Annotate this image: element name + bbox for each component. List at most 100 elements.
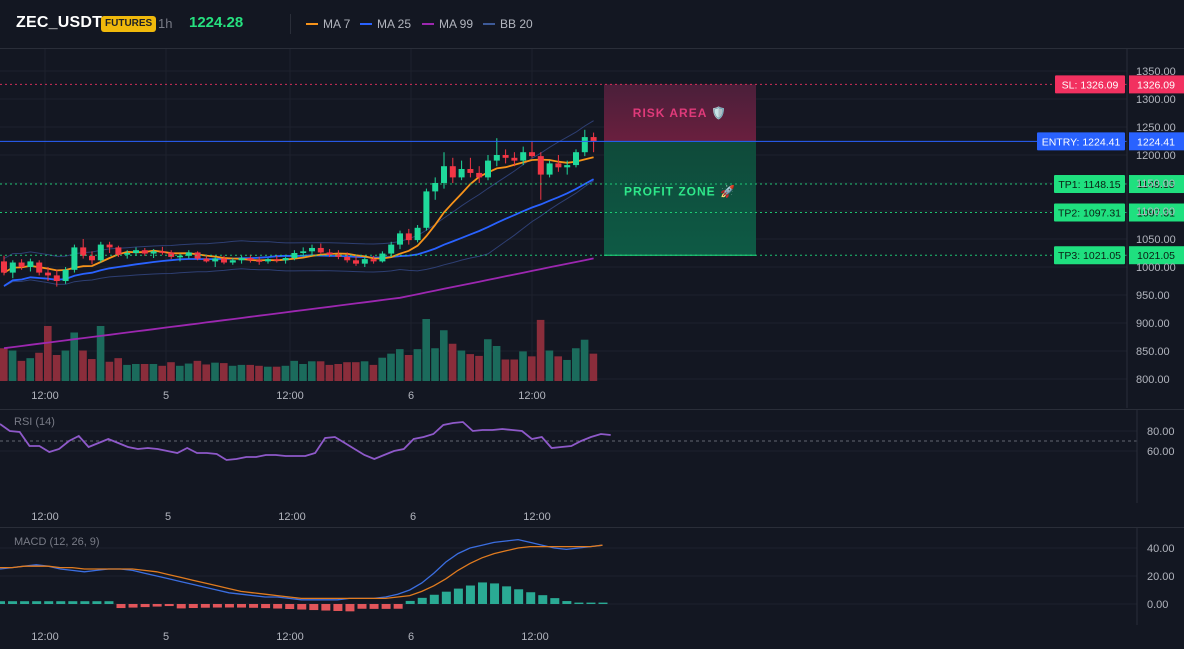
macd-hist-bar xyxy=(32,601,42,604)
candle-body xyxy=(27,261,34,267)
candle-body xyxy=(291,253,298,259)
macd-hist-bar xyxy=(538,595,548,604)
volume-bar xyxy=(61,350,70,381)
macd-hist-bar xyxy=(152,604,162,607)
price-tick-label: 1350.00 xyxy=(1136,66,1176,78)
candle-body xyxy=(53,275,60,281)
volume-bar xyxy=(246,364,254,381)
volume-bar xyxy=(457,350,466,381)
risk-area-box xyxy=(604,84,756,142)
time-tick-label: 12:00 xyxy=(518,390,546,402)
candle-body xyxy=(203,258,210,262)
time-tick-label: 12:00 xyxy=(31,390,59,402)
volume-bar xyxy=(528,356,536,381)
pane-separator xyxy=(0,527,1184,528)
legend-ma99[interactable]: MA 99 xyxy=(422,17,473,31)
candle-body xyxy=(115,247,122,255)
timeframe-label[interactable]: 1h xyxy=(158,16,173,31)
macd-hist-bar xyxy=(297,604,307,610)
macd-hist-bar xyxy=(321,604,331,611)
candle-body xyxy=(36,262,43,273)
tp1-axis-tag xyxy=(1129,175,1184,194)
legend-ma7[interactable]: MA 7 xyxy=(306,17,350,31)
candle-body xyxy=(581,137,588,153)
price-axis[interactable]: 1350.00 1300.00 1250.00 1200.00 1150.00 1100.… xyxy=(1136,66,1176,386)
candle-body xyxy=(485,160,491,178)
macd-hist-bar xyxy=(188,604,198,609)
macd-hist-bar xyxy=(200,604,210,608)
candle-body xyxy=(537,156,544,175)
risk-area-label: RISK AREA 🛡️ xyxy=(633,106,727,120)
volume-bar xyxy=(88,359,96,381)
candle-body xyxy=(221,258,227,263)
macd-hist-bar xyxy=(453,588,463,604)
volume-bar xyxy=(369,364,378,381)
macd-hist-bar xyxy=(212,604,222,608)
candle-body xyxy=(397,233,403,245)
candle-body xyxy=(476,172,483,178)
macd-hist-bar xyxy=(441,591,451,604)
macd-tick-label: 0.00 xyxy=(1147,599,1168,611)
price-tick-label: 1200.00 xyxy=(1136,150,1176,162)
macd-hist-bar xyxy=(164,604,174,607)
ma99-line xyxy=(3,257,594,350)
volume-bar xyxy=(290,360,298,381)
time-tick-label: 6 xyxy=(408,631,414,643)
candle-body xyxy=(247,258,254,261)
time-tick-label: 12:00 xyxy=(31,511,59,523)
volume-bar xyxy=(360,361,369,381)
macd-hist-bar xyxy=(68,601,78,604)
macd-hist-bar xyxy=(8,601,18,604)
price-tick-label: 800.00 xyxy=(1136,374,1170,386)
candle-body xyxy=(168,252,175,257)
volume-bar xyxy=(0,348,8,381)
macd-hist-bar xyxy=(550,598,560,604)
profit-zone-box xyxy=(604,141,756,256)
candle-body xyxy=(405,233,412,241)
rsi-pane[interactable]: 80.00 60.00 12:00 5 12:00 6 12:00 RSI (14) xyxy=(0,409,1184,527)
legend-swatch-icon xyxy=(306,23,318,25)
volume-bar xyxy=(325,364,334,381)
candle-body xyxy=(467,169,474,173)
macd-hist-bar xyxy=(429,594,439,604)
price-chart[interactable]: RISK AREA 🛡️ PROFIT ZONE 🚀 SL: 1326.09 132… xyxy=(0,49,1184,408)
candle-body xyxy=(449,166,456,178)
tp2-tag-label: TP2: 1097.31 xyxy=(1058,208,1121,220)
volume-bar xyxy=(299,364,307,381)
legend-bb20[interactable]: BB 20 xyxy=(483,17,533,31)
candle-body xyxy=(150,251,157,254)
legend-label: MA 7 xyxy=(323,17,351,31)
candle-body xyxy=(212,258,219,262)
volume-bar xyxy=(589,353,598,381)
volume-bar xyxy=(272,366,281,381)
macd-hist-bar xyxy=(56,601,66,604)
legend-ma25[interactable]: MA 25 xyxy=(360,17,411,31)
candle-body xyxy=(529,152,535,157)
volume-bar xyxy=(228,365,237,381)
volume-bar xyxy=(563,359,571,381)
macd-hist-bar xyxy=(176,604,186,609)
candle-body xyxy=(71,247,78,270)
volume-bar xyxy=(79,350,87,381)
volume-bar xyxy=(52,355,61,381)
candle-body xyxy=(423,191,430,228)
header-divider xyxy=(290,14,291,34)
volume-bar xyxy=(35,352,43,381)
volume-bar xyxy=(264,366,272,381)
volume-bar xyxy=(211,362,219,381)
time-axis[interactable]: 12:00 5 12:00 6 12:00 xyxy=(31,390,546,402)
time-tick-label: 6 xyxy=(408,390,414,402)
macd-pane[interactable]: 40.00 20.00 0.00 12:00 5 12:00 6 12:00 MACD (1… xyxy=(0,527,1184,649)
tp1-tag-label: TP1: 1148.15 xyxy=(1058,179,1120,191)
volume-bar xyxy=(492,346,501,381)
macd-hist-bar xyxy=(116,604,126,609)
volume-bar xyxy=(167,362,175,381)
legend-swatch-icon xyxy=(483,23,495,25)
symbol-title[interactable]: ZEC_USDT xyxy=(16,14,103,31)
volume-bar xyxy=(237,364,246,381)
macd-grid xyxy=(0,547,1137,605)
candle-body xyxy=(45,272,51,276)
price-tick-label: 1150.00 xyxy=(1136,178,1175,190)
macd-hist-bar xyxy=(309,604,319,611)
time-tick-label: 12:00 xyxy=(276,390,304,402)
